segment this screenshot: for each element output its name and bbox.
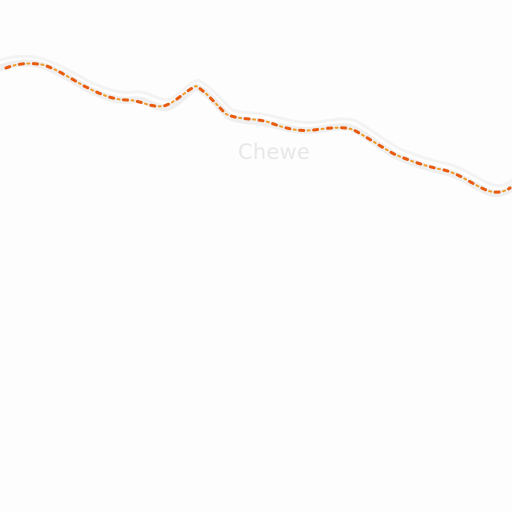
administrative-boundary — [4, 62, 512, 194]
boundary-casing — [0, 59, 512, 198]
administrative-boundary-accent — [5, 62, 511, 194]
boundary-casing-outer — [0, 54, 512, 188]
place-label: Chewe — [238, 140, 310, 164]
